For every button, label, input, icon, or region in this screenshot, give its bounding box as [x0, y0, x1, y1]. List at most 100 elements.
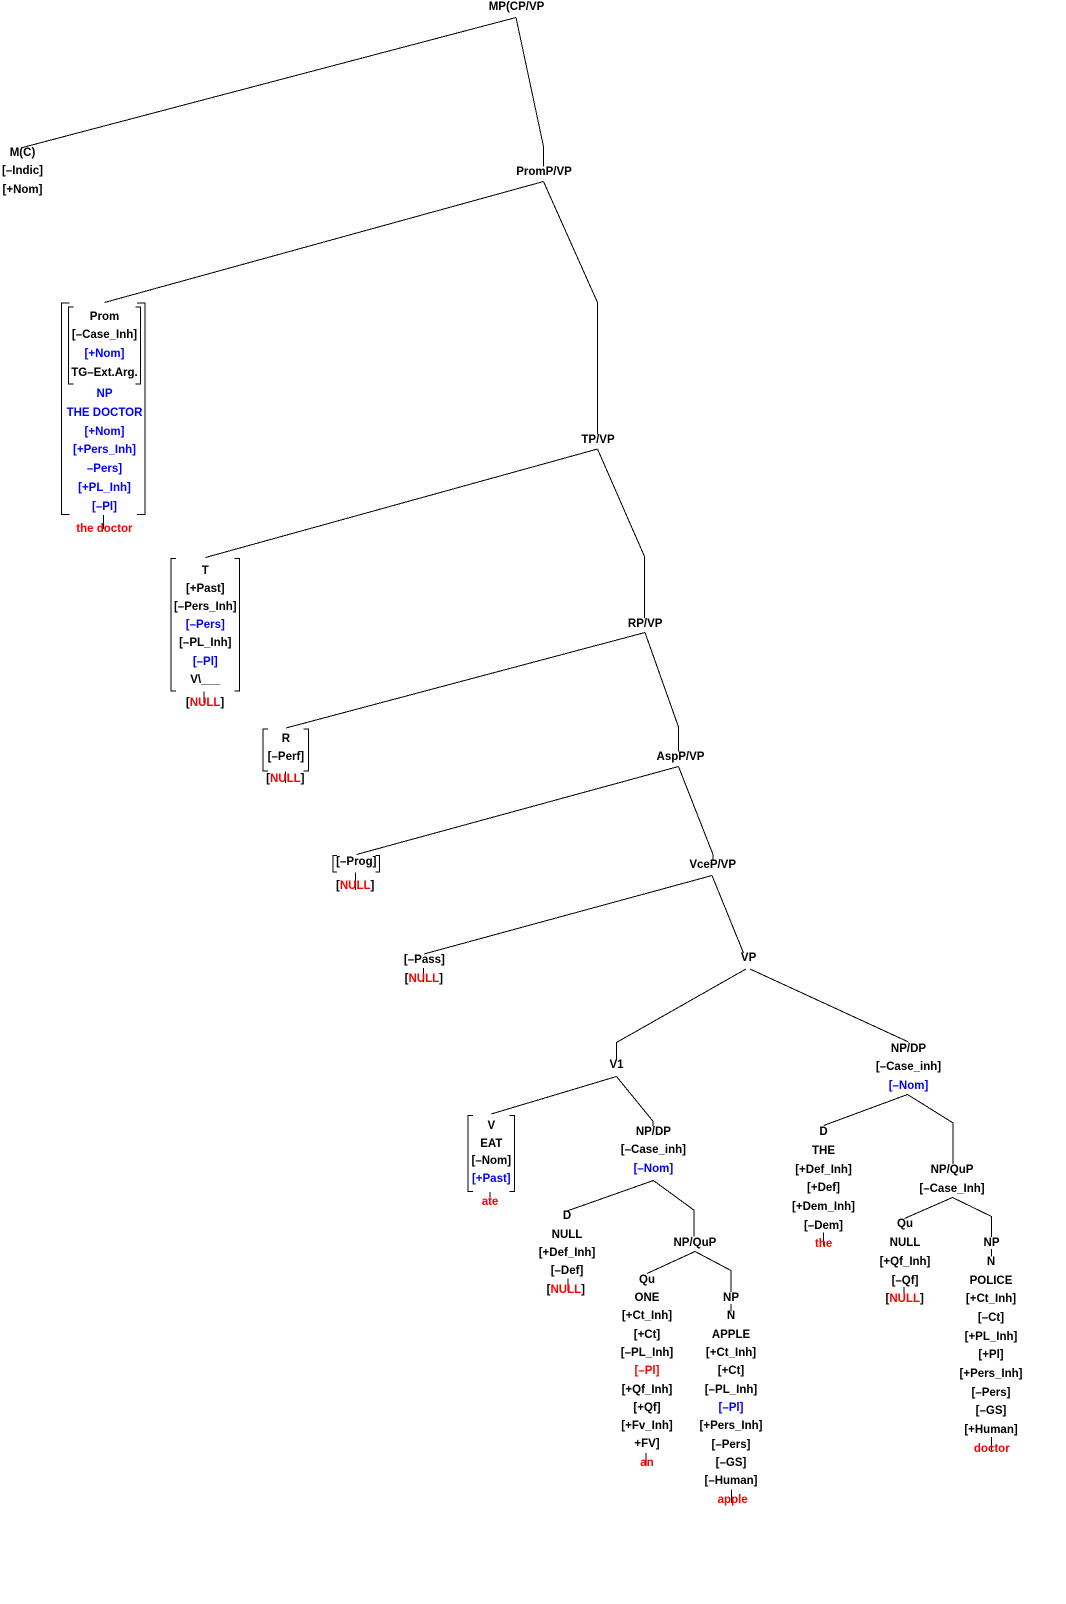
yield-n_police: doctor [974, 1443, 1010, 1455]
bracket-prom-right [137, 302, 146, 516]
node-n_apple-feature-2: [+Ct_Inh] [705, 1347, 757, 1359]
edge-npqup_m-quone [646, 1251, 696, 1274]
edge-promp-tp [543, 181, 598, 435]
yield-r-part-1: NULL [269, 772, 301, 785]
node-dnull-feature-1: NULL [551, 1228, 583, 1241]
edge-npdp_m-npqup_m [653, 1180, 695, 1237]
inner-bracket-prom-left [67, 306, 74, 385]
bracket-v-right [509, 1114, 516, 1193]
node-prom-feature-5: THE DOCTOR [66, 407, 143, 419]
node-prom-feature-10: [–Pl] [92, 500, 117, 513]
node-prom-feature-4: NP [96, 388, 113, 401]
node-n_police-feature-1: POLICE [969, 1274, 1013, 1287]
yield-t-part-1: NULL [189, 696, 221, 709]
edge-vp-npdp_r [749, 968, 909, 1043]
yield-n_apple: apple [717, 1493, 748, 1506]
node-npdp_r-label: NP/DP [890, 1042, 927, 1055]
node-prom-feature-6: [+Nom] [84, 425, 125, 438]
node-n_apple-feature-9: [–Human] [704, 1475, 758, 1488]
bracket-r-right [303, 728, 310, 772]
edge-v1-v [491, 1076, 617, 1115]
yield-qunull-part-0: [ [885, 1293, 890, 1306]
node-dthe-feature-3: [+Def] [807, 1182, 840, 1195]
node-np_r-label: NP [983, 1237, 1000, 1250]
node-n_apple-feature-1: APPLE [711, 1328, 751, 1341]
node-npdp_m-feature-2: [–Nom] [633, 1162, 674, 1175]
node-n_police-feature-4: [+PL_Inh] [964, 1330, 1018, 1343]
node-quone-feature-4: [–PL_Inh] [620, 1346, 674, 1359]
node-dthe-feature-5: [–Dem] [804, 1220, 843, 1233]
yield-pass-part-2: ] [439, 972, 443, 985]
node-n_police-feature-2: [+Ct_Inh] [965, 1293, 1017, 1306]
node-npqup_r-label: NP/QuP [930, 1164, 974, 1177]
node-prom-feature-7: [+Pers_Inh] [73, 444, 136, 457]
edge-npdp_r-dthe [823, 1094, 908, 1126]
node-t-label: T [201, 564, 209, 577]
node-n_police-feature-8: [–GS] [975, 1405, 1007, 1418]
node-quone-feature-1: ONE [634, 1292, 660, 1304]
bracket-r-left [262, 728, 268, 772]
yield-qunull: [NULL] [885, 1293, 924, 1306]
inner-bracket-prom-right [135, 306, 142, 385]
node-dthe-feature-1: THE [812, 1144, 835, 1157]
node-asp-label: AspP/VP [656, 751, 705, 763]
yield-n_apple-part-0: apple [717, 1493, 748, 1506]
node-v-feature-2: [–Nom] [471, 1155, 512, 1168]
node-vp-label: VP [740, 952, 757, 965]
yield-qunull-part-1: NULL [889, 1293, 921, 1306]
node-prom-feature-1: [–Case_Inh] [71, 329, 138, 342]
yield-r-part-0: [ [266, 772, 270, 785]
yield-dthe: the [815, 1238, 832, 1250]
node-quone-feature-7: [+Qf] [633, 1401, 661, 1414]
node-n_apple-feature-7: [–Pers] [711, 1438, 751, 1451]
node-npqup_r-feature-1: [–Case_Inh] [919, 1182, 985, 1195]
node-quone-feature-5: [–Pl] [634, 1365, 660, 1378]
node-prom-feature-3: TG–Ext.Arg. [71, 366, 138, 379]
node-quone-feature-6: [+Qf_Inh] [621, 1383, 673, 1396]
node-prom-feature-2: [+Nom] [84, 347, 125, 360]
node-t-feature-6: V\___ [190, 673, 221, 686]
bracket-prog-left [332, 854, 337, 873]
yield-quone: an [640, 1457, 654, 1470]
yield-pass-part-0: [ [404, 972, 409, 985]
node-prom-feature-8: –Pers] [86, 463, 123, 476]
node-mc-feature-2: [+Nom] [2, 183, 43, 196]
node-qunull-feature-1: NULL [889, 1237, 921, 1250]
node-v-feature-3: [+Past] [471, 1173, 511, 1186]
node-v1-label: V1 [609, 1059, 624, 1072]
edge-asp-vce [678, 766, 714, 860]
node-vce-label: VceP/VP [689, 858, 737, 871]
node-t-feature-1: [+Past] [185, 582, 225, 595]
yield-prog-part-2: ] [370, 880, 375, 892]
edge-rp-r [285, 632, 646, 729]
node-mc-feature-1: [–Indic] [2, 165, 43, 178]
edge-mp-mc [22, 17, 517, 148]
node-n_apple-feature-8: [–GS] [715, 1456, 747, 1469]
yield-dnull-part-0: [ [546, 1283, 551, 1296]
edge-v1-npdp_m [616, 1076, 654, 1127]
node-v-label: V [487, 1120, 496, 1132]
node-quone-feature-2: [+Ct_Inh] [621, 1310, 673, 1323]
node-n_police-label: N [986, 1255, 996, 1268]
node-qunull-feature-3: [–Qf] [891, 1274, 919, 1287]
edge-tp-t [205, 448, 598, 558]
node-quone-feature-9: +FV] [634, 1438, 660, 1451]
node-n_police-feature-7: [–Pers] [971, 1386, 1011, 1399]
yield-v: ate [482, 1196, 499, 1208]
node-np_m-label: NP [723, 1292, 739, 1304]
yield-prog-part-1: NULL [339, 880, 371, 892]
yield-quone-part-0: an [640, 1457, 654, 1470]
node-n_apple-feature-5: [–Pl] [718, 1401, 744, 1414]
edge-asp-prog [356, 766, 679, 855]
node-quone-feature-8: [+Fv_Inh] [621, 1420, 673, 1433]
node-qunull-label: Qu [897, 1218, 913, 1231]
yield-qunull-part-2: ] [920, 1293, 924, 1306]
yield-prog: [NULL] [336, 880, 375, 892]
yield-prog-part-0: [ [336, 880, 340, 892]
yield-prom: the doctor [76, 522, 133, 535]
yield-t-part-2: ] [220, 696, 225, 709]
yield-prom-part-0: the doctor [76, 522, 133, 535]
yield-pass-part-1: NULL [408, 972, 440, 985]
